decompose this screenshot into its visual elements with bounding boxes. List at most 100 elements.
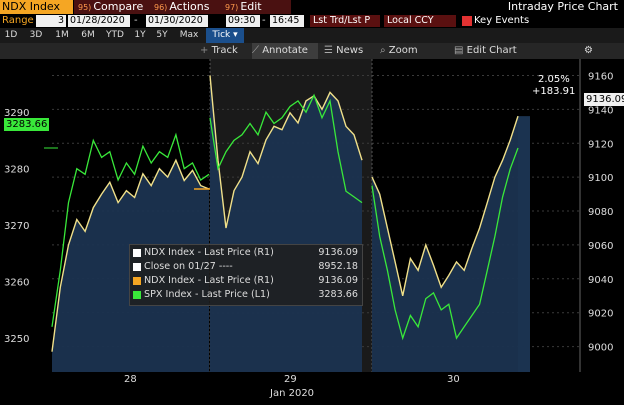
legend-name: NDX Index - Last Price (R1) (144, 275, 274, 286)
news-tool[interactable]: ☰ News (324, 43, 370, 59)
end-date-field[interactable]: 01/30/2020 (146, 15, 208, 27)
compare-shortcut: 95) (78, 3, 92, 12)
legend-name: Close on 01/27 ---- (144, 261, 233, 272)
compare-label: Compare (93, 0, 144, 13)
y-left-tick-label: 3270 (4, 221, 29, 232)
zoom-label: Zoom (388, 45, 418, 56)
range-value-field[interactable]: 3 (36, 15, 66, 27)
period-bar: 1D 3D 1M 6M YTD 1Y 5Y Max Tick ▾ (0, 28, 624, 43)
time-separator: - (262, 15, 266, 26)
y-left-tick-label: 3260 (4, 278, 29, 289)
date-separator: - (134, 15, 138, 26)
y-right-tick-label: 9080 (588, 207, 613, 218)
actions-label: Actions (169, 0, 210, 13)
y-left-tick-label: 3280 (4, 165, 29, 176)
ndx-area (372, 116, 518, 372)
axis-labels: 9000 9020 9040 9060 9080 9100 9120 9140 9160 3250… (4, 71, 613, 353)
period-tick-label: Tick (212, 30, 231, 40)
chevron-down-icon: ▾ (233, 30, 238, 40)
ndx-line (51, 158, 210, 352)
track-tool[interactable]: + Track (200, 43, 250, 59)
price-lines (44, 75, 519, 352)
legend-value: 8952.18 (318, 261, 358, 272)
period-3d[interactable]: 3D (29, 30, 43, 40)
legend-swatch (133, 263, 141, 271)
legend-name: SPX Index - Last Price (L1) (144, 289, 270, 300)
zoom-icon: ⌕ (380, 45, 386, 56)
chart-toolbar: + Track ⟋ Annotate ☰ News ⌕ Zoom ▤ Edit … (0, 43, 624, 59)
edit-shortcut: 97) (225, 3, 239, 12)
chart-title: Intraday Price Chart (507, 0, 618, 13)
annotate-label: Annotate (262, 45, 308, 56)
period-1d[interactable]: 1D (4, 30, 18, 40)
y-right-tick-label: 9160 (588, 71, 613, 82)
spx-line (371, 147, 519, 341)
period-ytd[interactable]: YTD (106, 30, 124, 40)
chart-edit-icon: ▤ (454, 45, 464, 56)
y-right-tick-label: 9020 (588, 309, 613, 320)
ticker-field[interactable]: NDX Index (0, 0, 73, 14)
y-right-tick-label: 9060 (588, 241, 613, 252)
track-label: Track (211, 45, 238, 56)
ndx-line (209, 75, 363, 229)
annotate-tool[interactable]: ⟋ Annotate (252, 43, 318, 59)
period-tick[interactable]: Tick ▾ (206, 28, 244, 43)
price-type-dropdown[interactable]: Lst Trd/Lst P (310, 15, 380, 27)
actions-shortcut: 96) (154, 3, 168, 12)
range-bar: Range 3 01/28/2020 - 01/30/2020 09:30 - … (0, 14, 624, 28)
spx-line (209, 93, 363, 204)
key-events-label: Key Events (474, 15, 530, 26)
settings-gear-icon[interactable]: ⚙ (584, 45, 593, 56)
x-tick-label: 28 (124, 374, 137, 385)
x-tick-label: 29 (284, 374, 297, 385)
legend-row: SPX Index - Last Price (L1) 3283.66 (130, 289, 362, 301)
period-1m[interactable]: 1M (55, 30, 69, 40)
title-bar: NDX Index 95) Compare 96) Actions 97) Edit … (0, 0, 624, 14)
period-5y[interactable]: 5Y (156, 30, 168, 40)
edit-label: Edit (240, 0, 262, 13)
y-right-tick-label: 9000 (588, 343, 613, 354)
legend-name: NDX Index - Last Price (R1) (144, 247, 274, 258)
ndx-area-extension (518, 116, 530, 372)
news-label: News (336, 45, 364, 56)
range-label: Range (2, 15, 34, 26)
ndx-line (371, 115, 519, 296)
y-right-tick-label: 9140 (588, 105, 613, 116)
start-time-field[interactable]: 09:30 (226, 15, 260, 27)
news-icon: ☰ (324, 45, 333, 56)
legend-row: NDX Index - Last Price (R1) 9136.09 (130, 275, 362, 287)
actions-button[interactable]: 96) Actions (150, 0, 227, 14)
y-right-tick-label: 9120 (588, 139, 613, 150)
key-events-checkbox[interactable] (462, 16, 472, 26)
spx-line (51, 132, 210, 327)
edit-button[interactable]: 97) Edit (221, 0, 291, 14)
start-date-field[interactable]: 01/28/2020 (68, 15, 130, 27)
edit-chart-label: Edit Chart (466, 45, 517, 56)
compare-button[interactable]: 95) Compare (74, 0, 156, 14)
crosshair-icon: + (200, 45, 209, 56)
y-right-tick-label: 9040 (588, 275, 613, 286)
legend-swatch (133, 277, 141, 285)
y-left-tick-label: 3290 (4, 108, 29, 119)
legend-swatch (133, 291, 141, 299)
currency-dropdown[interactable]: Local CCY (384, 15, 456, 27)
intraday-chart[interactable]: 9000 9020 9040 9060 9080 9100 9120 9140 9160 3250… (0, 59, 624, 372)
zoom-tool[interactable]: ⌕ Zoom (380, 43, 426, 59)
period-6m[interactable]: 6M (81, 30, 95, 40)
edit-chart-button[interactable]: ▤ Edit Chart (454, 43, 524, 59)
period-max[interactable]: Max (179, 30, 199, 40)
pencil-icon: ⟋ (252, 45, 259, 56)
change-percent-label: 2.05% (538, 74, 570, 85)
legend-value: 3283.66 (318, 289, 358, 300)
period-1y[interactable]: 1Y (134, 30, 146, 40)
end-time-field[interactable]: 16:45 (270, 15, 304, 27)
legend-value: 9136.09 (318, 247, 358, 258)
x-tick-label: 30 (447, 374, 460, 385)
x-axis-title: Jan 2020 (270, 388, 315, 399)
legend-row: Close on 01/27 ---- 8952.18 (130, 261, 362, 273)
spx-last-value-tag: 3283.66 (4, 118, 50, 131)
chart-legend[interactable]: NDX Index - Last Price (R1) 9136.09 Clos… (129, 244, 363, 306)
legend-row: NDX Index - Last Price (R1) 9136.09 (130, 247, 362, 259)
legend-swatch (133, 249, 141, 257)
legend-value: 9136.09 (318, 275, 358, 286)
